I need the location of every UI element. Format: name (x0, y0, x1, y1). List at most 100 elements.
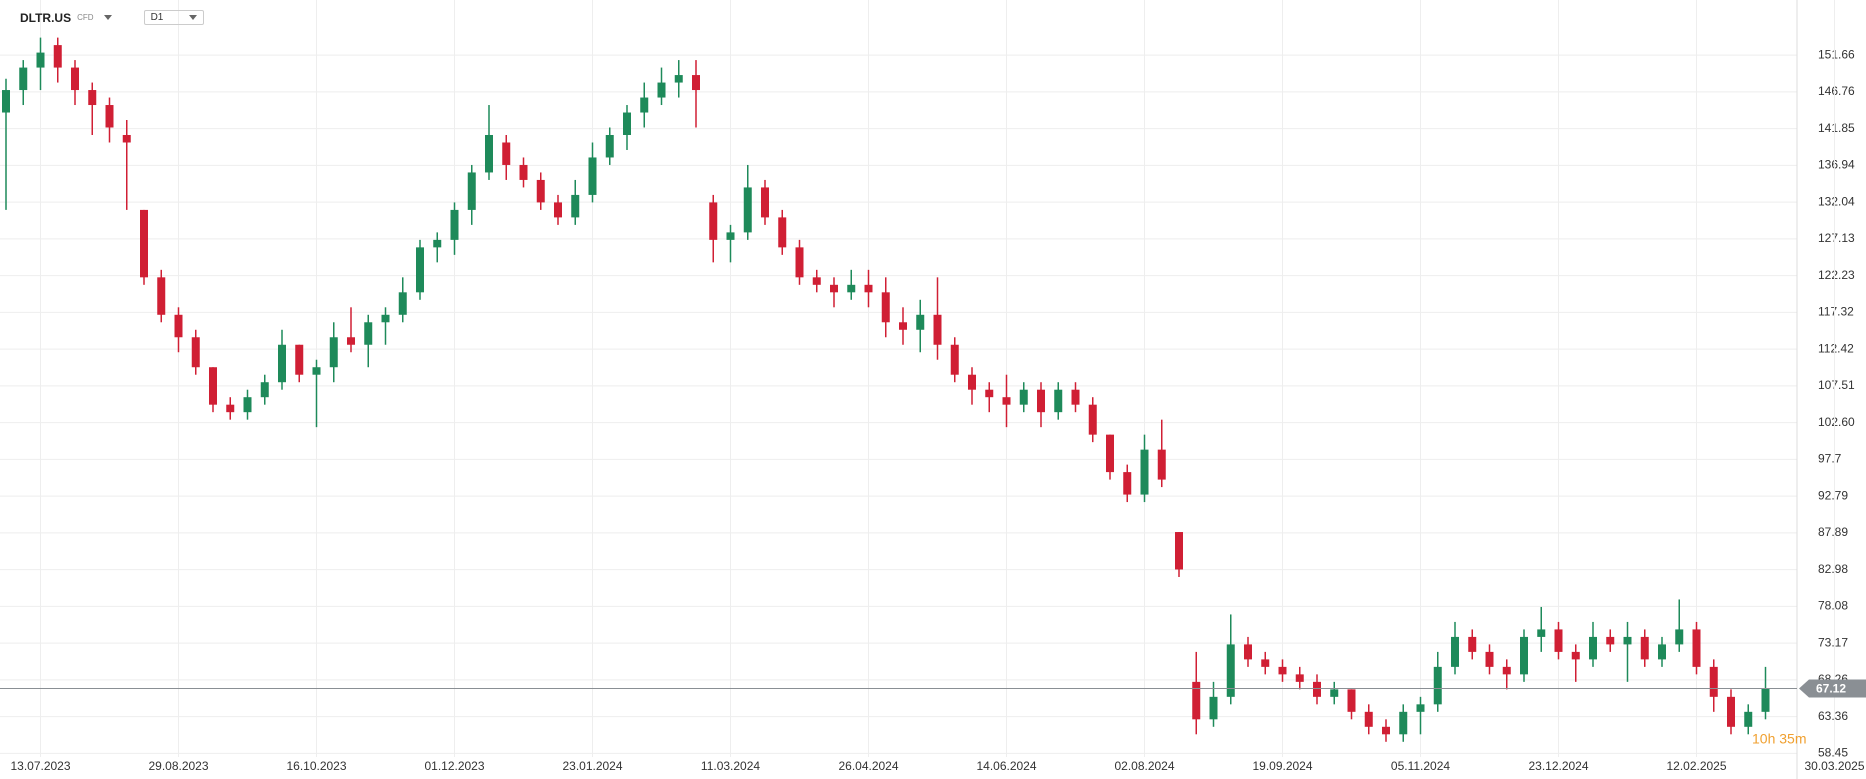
candle-body (105, 105, 114, 128)
candle-body (174, 314, 183, 338)
y-tick-label: 141.85 (1818, 121, 1855, 135)
candle-body (778, 217, 787, 248)
candle-body (1640, 636, 1649, 660)
y-tick-label: 136.94 (1818, 158, 1855, 172)
y-tick-label: 151.66 (1818, 47, 1855, 61)
candle-body (1209, 696, 1218, 720)
y-tick-label: 78.08 (1818, 599, 1848, 613)
candle-body (36, 52, 45, 68)
y-tick-label: 122.23 (1818, 268, 1855, 282)
candle-body (502, 142, 511, 165)
y-tick-label: 58.45 (1818, 746, 1848, 760)
y-tick-label: 127.13 (1818, 231, 1855, 245)
candle-body (571, 194, 580, 218)
y-tick-label: 87.89 (1818, 525, 1848, 539)
x-tick-label: 30.03.2025 (1804, 759, 1864, 773)
y-tick-label: 102.60 (1818, 415, 1855, 429)
candle-body (1485, 651, 1494, 667)
candle-body (191, 337, 200, 368)
candle-body (1330, 689, 1339, 697)
x-tick-label: 13.07.2023 (10, 759, 70, 773)
candle-body (1520, 636, 1528, 675)
candle-body (1502, 666, 1511, 675)
candle-body (588, 157, 597, 195)
candle-body (1140, 449, 1149, 495)
candle-body (519, 164, 528, 180)
last-price-tag (1799, 679, 1866, 698)
candle-body (985, 389, 994, 398)
x-tick-label: 19.09.2024 (1252, 759, 1312, 773)
y-tick-label: 97.7 (1818, 452, 1842, 466)
candle-body (1537, 629, 1546, 637)
symbol[interactable]: DLTR.US (20, 10, 72, 25)
candle-body (347, 337, 355, 345)
candle-body (1347, 689, 1356, 712)
candle-body (1727, 696, 1735, 727)
candle-body (933, 314, 942, 345)
candle-body (157, 277, 166, 315)
x-tick-label: 23.01.2024 (562, 759, 622, 773)
candle-body (1019, 389, 1028, 405)
timeframe-caret (189, 15, 198, 20)
candle-body (1744, 711, 1753, 727)
candle-body (1571, 651, 1580, 660)
candle-body (450, 209, 459, 240)
candle-body (416, 247, 424, 293)
candle-body (743, 187, 752, 233)
candle-body (1364, 711, 1373, 727)
x-tick-label: 23.12.2024 (1528, 759, 1588, 773)
instrument-header: DLTR.US CFD D1 (20, 10, 205, 25)
candle-body (1468, 636, 1477, 652)
candle-body (53, 45, 62, 68)
y-tick-label: 132.04 (1818, 194, 1855, 208)
x-tick-label: 05.11.2024 (1391, 759, 1450, 773)
candle-body (1382, 726, 1390, 735)
candle-body (1054, 389, 1063, 413)
x-tick-label: 26.04.2024 (838, 759, 898, 773)
candle-body (899, 322, 907, 330)
candle-body (1554, 629, 1563, 652)
candle-body (1192, 681, 1201, 720)
candle-body (709, 202, 718, 240)
y-tick-label: 92.79 (1818, 488, 1848, 502)
y-tick-label: 107.51 (1818, 378, 1855, 392)
candle-body (1295, 674, 1304, 682)
candle-body (726, 232, 735, 240)
candle-body (968, 374, 976, 390)
x-tick-label: 11.03.2024 (701, 759, 760, 773)
candle-body (1071, 389, 1080, 405)
candle-body (398, 292, 407, 315)
candle-body (1037, 389, 1045, 413)
candle-body (1451, 636, 1459, 667)
candle-body (226, 404, 235, 413)
candle-body (1433, 666, 1442, 705)
candle-body (1761, 688, 1770, 712)
x-tick-label: 01.12.2023 (424, 759, 484, 773)
candle-body (1658, 644, 1666, 660)
candle-body (1675, 629, 1684, 645)
candle-body (605, 134, 614, 158)
x-tick-label: 12.02.2025 (1666, 759, 1726, 773)
candle-body (623, 112, 631, 135)
candle-body (1088, 404, 1097, 435)
y-tick-label: 73.17 (1818, 635, 1848, 649)
symbol-dropdown[interactable] (103, 15, 112, 20)
candle-body (640, 97, 649, 113)
countdown: 10h 35m (1752, 731, 1806, 747)
candle-body (1278, 666, 1287, 675)
x-tick-label: 29.08.2023 (148, 759, 208, 773)
candle-body (278, 344, 286, 383)
candle-body (761, 187, 769, 218)
candle-body (1226, 644, 1235, 697)
y-tick-label: 146.76 (1818, 84, 1855, 98)
candle-body (795, 247, 804, 278)
timeframe-select[interactable]: D1 (143, 10, 205, 25)
candle-body (864, 284, 873, 293)
candle-body (71, 67, 79, 91)
candle-body (88, 90, 97, 106)
candle-body (881, 292, 890, 323)
candle-body (433, 239, 442, 248)
x-tick-label: 16.10.2023 (286, 759, 346, 773)
candle-body (122, 134, 131, 143)
